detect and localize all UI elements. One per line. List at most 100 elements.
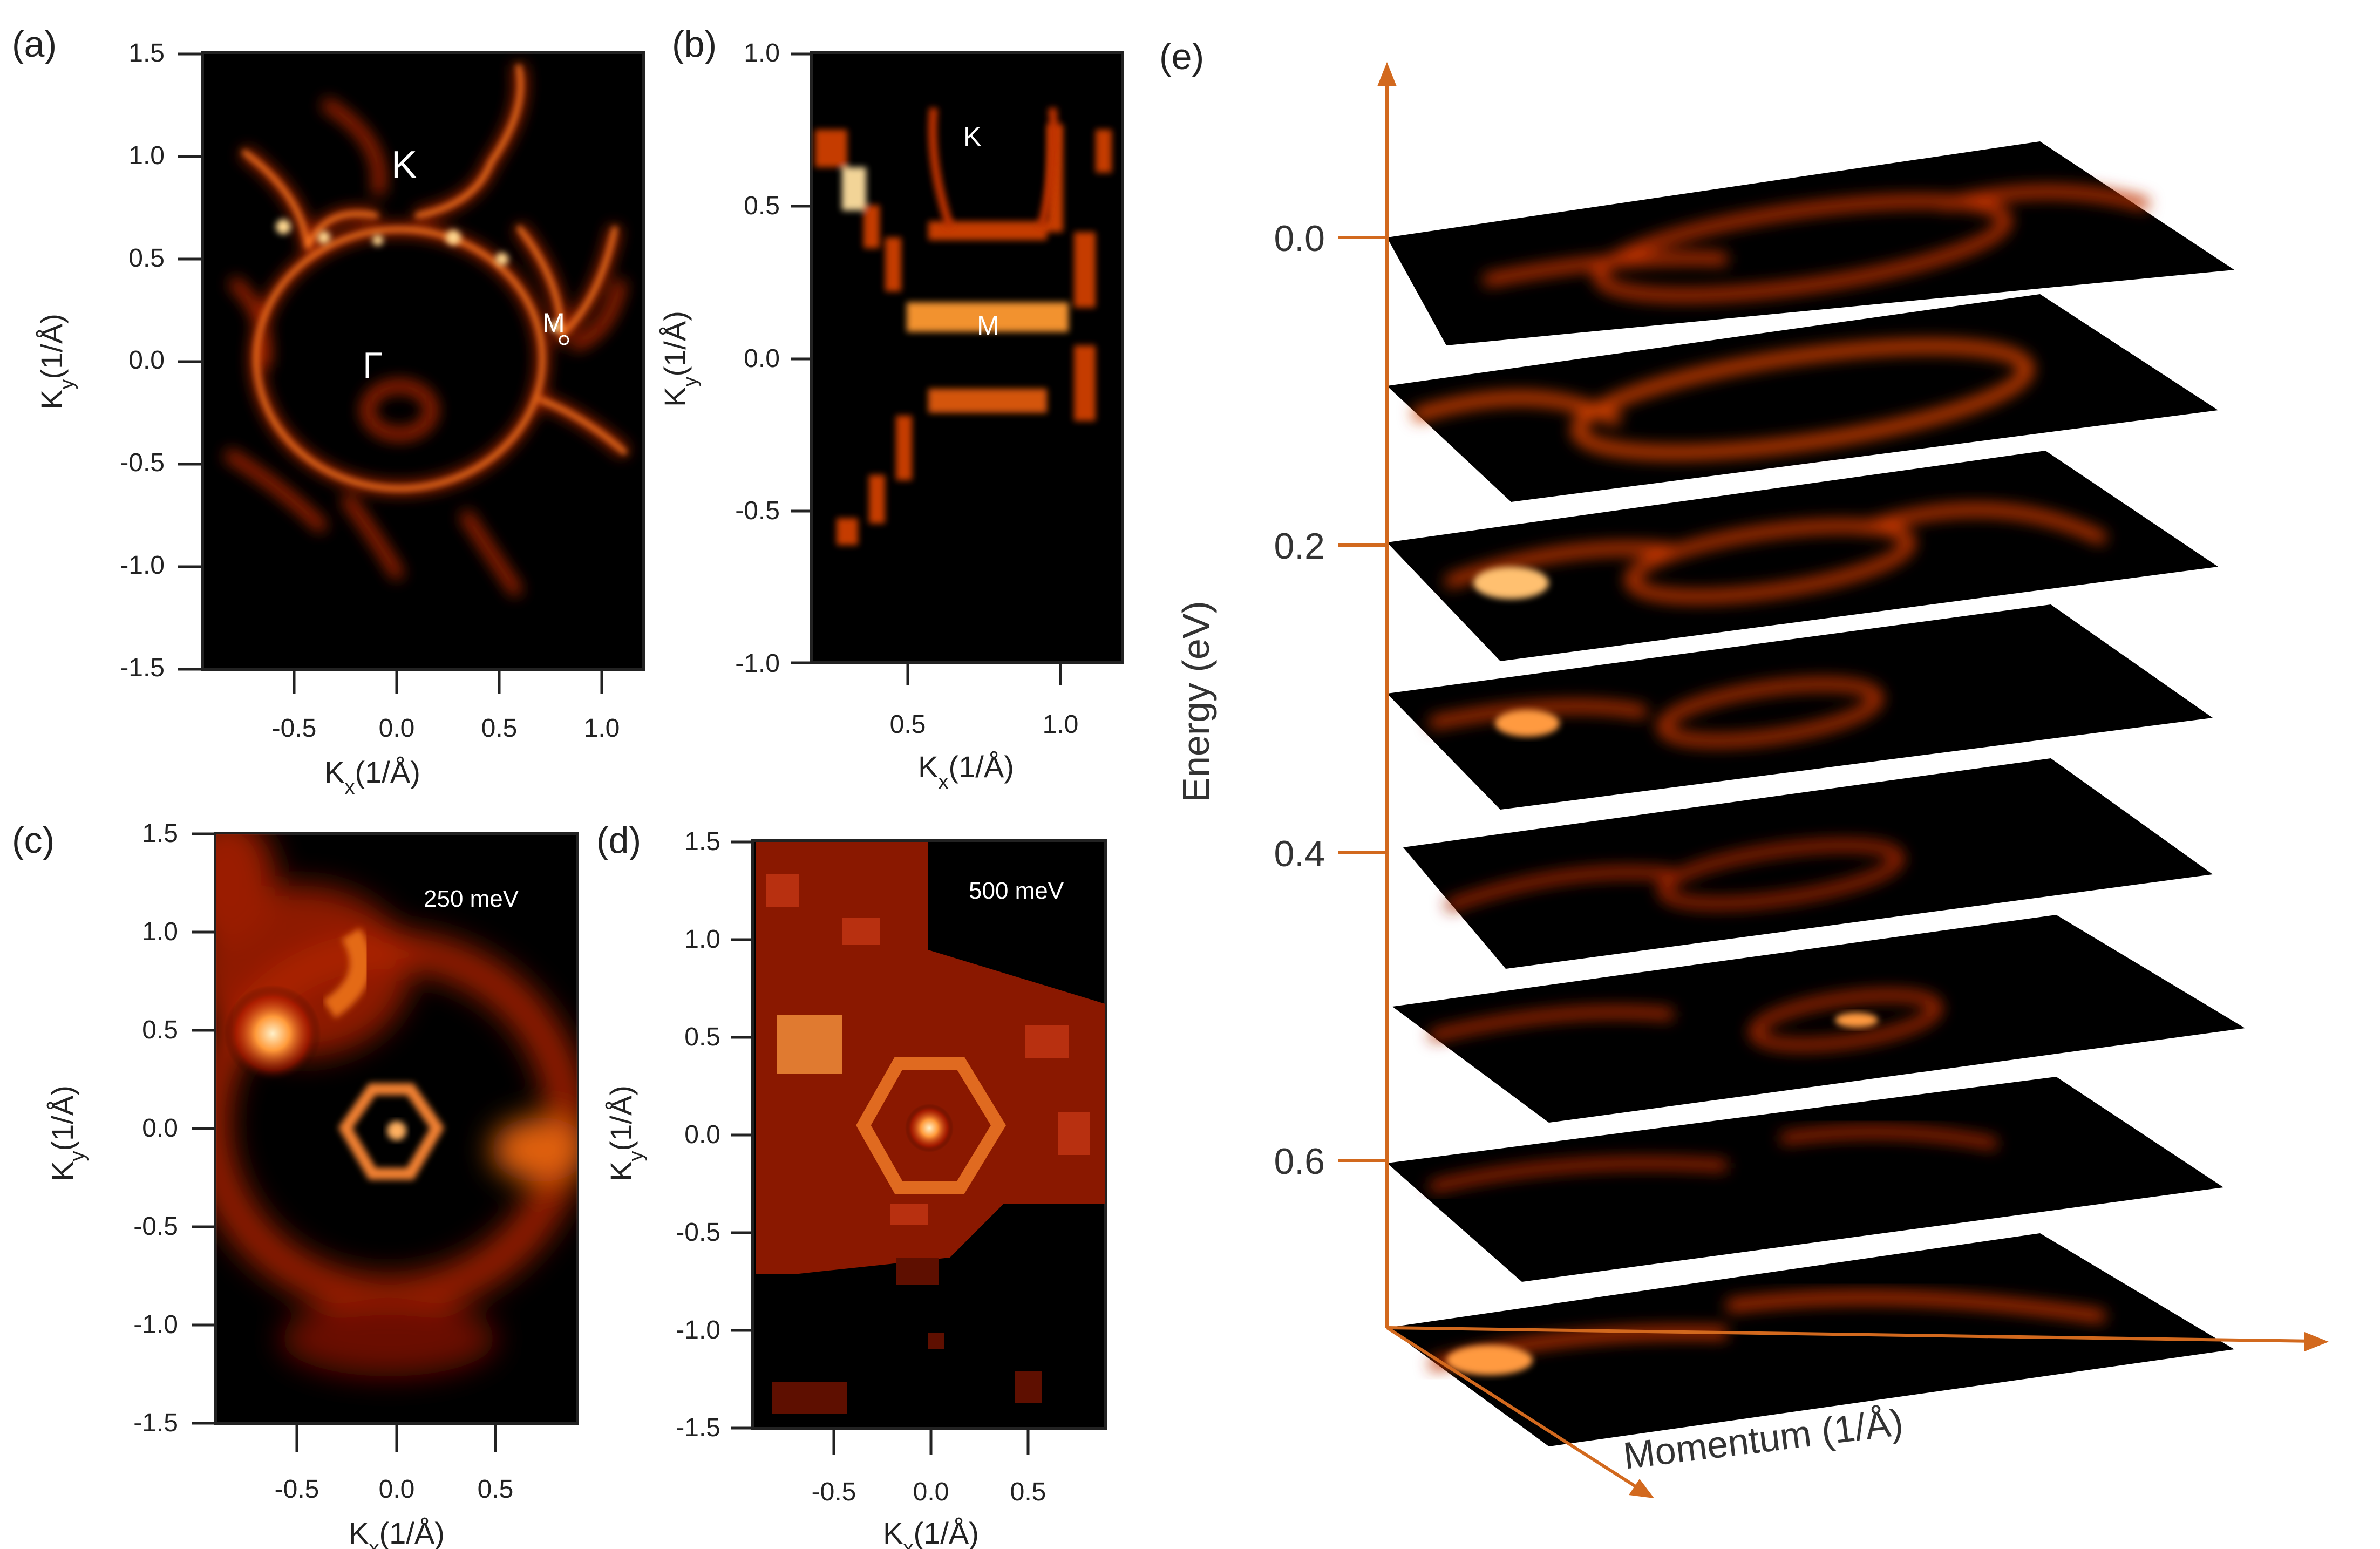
- panel-e-label: (e): [1159, 36, 1204, 77]
- panel-c-ylabel: Ky(1/Å): [45, 1085, 89, 1181]
- panel-b-fermi-surface: [815, 107, 1112, 545]
- panel-a-xtick: 1.0: [584, 714, 620, 743]
- panel-a-label: (a): [12, 24, 57, 65]
- panel-a-xtick: -0.5: [272, 714, 317, 743]
- momentum-axis-arrow-icon: [2304, 1332, 2329, 1351]
- panel-e: (e): [1159, 36, 2329, 1498]
- panel-c-ytick: -0.5: [133, 1212, 178, 1241]
- panel-a-ytick: 1.5: [128, 39, 165, 67]
- momentum-axis: [1386, 1326, 2316, 1343]
- panel-d-center-hotspot: [905, 1104, 954, 1152]
- panel-c-xticklines: [295, 1424, 497, 1452]
- panel-a-point-Gamma: Γ: [363, 345, 383, 386]
- panel-d-hexagon: [856, 1057, 1007, 1194]
- panel-c-ytick: -1.0: [133, 1310, 178, 1339]
- panel-c-ytick: 0.5: [142, 1016, 178, 1044]
- panel-e-arrowheads: [1377, 62, 2329, 1498]
- panel-b-label: (b): [672, 24, 717, 65]
- slice: [1387, 604, 2213, 810]
- panel-a-ytick: 0.0: [128, 346, 165, 375]
- panel-c-xticks: -0.5 0.0 0.5: [275, 1475, 514, 1504]
- panel-d-ytick: 0.0: [684, 1120, 720, 1149]
- panel-a-ytick: -0.5: [120, 449, 165, 477]
- panel-c-cut: [216, 834, 577, 1376]
- slice: [1387, 1077, 2223, 1282]
- panel-b-ytick: -1.0: [735, 649, 780, 678]
- panel-b-ylabel: Ky(1/Å): [658, 311, 702, 407]
- panel-c-ytick: 1.0: [142, 918, 178, 946]
- panel-a-fermi-surface: [223, 63, 630, 597]
- panel-a-xticks: -0.5 0.0 0.5 1.0: [272, 714, 620, 743]
- panel-a-M-marker: [559, 335, 569, 345]
- panel-a-xtick: 0.5: [481, 714, 518, 743]
- panel-a-point-K: K: [391, 144, 417, 187]
- panel-d-energy: 500 meV: [969, 878, 1064, 904]
- panel-c-ytick: 0.0: [142, 1114, 178, 1143]
- panel-d-xtick: 0.5: [1010, 1478, 1046, 1506]
- panel-c-label: (c): [12, 820, 55, 861]
- panel-d-yticks: 1.5 1.0 0.5 0.0 -0.5 -1.0 -1.5: [676, 827, 720, 1442]
- panel-c-hotspot: [224, 985, 321, 1082]
- panel-b-ytick: 1.0: [744, 39, 780, 67]
- panel-d-xtick: -0.5: [812, 1478, 856, 1506]
- panel-c-ytick: 1.5: [142, 819, 178, 848]
- panel-a-xticklines: [293, 669, 603, 694]
- slice: [1387, 451, 2218, 661]
- panel-d-ytick: 1.0: [684, 925, 720, 954]
- panel-d-xtick: 0.0: [913, 1478, 949, 1506]
- panel-b-ytick: -0.5: [735, 497, 780, 525]
- panel-b-yticks: 1.0 0.5 0.0 -0.5 -1.0: [735, 39, 780, 678]
- panel-a-xlabel: Kx(1/Å): [324, 755, 420, 799]
- panel-e-yticks: 0.0 0.2 0.4 0.6: [1274, 218, 1325, 1182]
- slice: [1387, 141, 2234, 345]
- depth-axis: [1386, 1326, 1642, 1491]
- panel-a-yticks: 1.5 1.0 0.5 0.0 -0.5 -1.0 -1.5: [120, 39, 165, 682]
- panel-a-ytick: -1.0: [120, 551, 165, 580]
- slice: [1387, 294, 2218, 502]
- panel-d: (d) 500 meV 1.5 1.0 0.5 0.0 -0.5 -1.0: [596, 820, 1107, 1549]
- panel-c-yticks: 1.5 1.0 0.5 0.0 -0.5 -1.0 -1.5: [133, 819, 178, 1437]
- depth-axis-arrow-icon: [1629, 1479, 1654, 1498]
- panel-b-heatmap: [810, 51, 1124, 664]
- panel-a-heatmap: [201, 51, 645, 671]
- panel-b-xticks: 0.5 1.0: [890, 710, 1079, 739]
- panel-d-ytick: -1.5: [676, 1414, 720, 1442]
- panel-b-xtick: 1.0: [1043, 710, 1079, 739]
- panel-b-ytick: 0.0: [744, 344, 780, 373]
- panel-a-point-M: M: [542, 308, 565, 338]
- panel-d-xticks: -0.5 0.0 0.5: [812, 1478, 1046, 1506]
- panel-a-ylabel: Ky(1/Å): [35, 314, 78, 410]
- panel-e-ytick: 0.0: [1274, 218, 1325, 259]
- panel-c: (c) 250 meV 1.5 1.0 0.5 0.0 -0.5 -1.0 -1…: [12, 819, 579, 1549]
- slice: [1392, 915, 2245, 1123]
- energy-axis-arrow-icon: [1377, 62, 1397, 86]
- panel-d-xticklines: [832, 1429, 1030, 1455]
- panel-c-xtick: -0.5: [275, 1475, 319, 1504]
- panel-a-yticklines: [178, 52, 202, 671]
- panel-c-ytick: -1.5: [133, 1409, 178, 1437]
- panel-c-xtick: 0.0: [379, 1475, 415, 1504]
- panel-a-ytick: -1.5: [120, 654, 165, 682]
- slice: [1403, 758, 2213, 969]
- panel-e-ylabel: Energy (eV): [1175, 601, 1217, 802]
- panel-d-label: (d): [596, 820, 641, 861]
- panel-c-energy: 250 meV: [424, 886, 519, 912]
- panel-c-xtick: 0.5: [478, 1475, 514, 1504]
- panel-b: (b) K: [658, 24, 1124, 793]
- panel-e-axes: [1385, 78, 2316, 1491]
- panel-d-ytick: -1.0: [676, 1316, 720, 1344]
- panel-b-xticklines: [906, 663, 1062, 685]
- panel-b-yticklines: [791, 52, 811, 664]
- panel-e-ytick: 0.6: [1274, 1141, 1325, 1182]
- panel-b-point-K: K: [963, 121, 981, 152]
- panel-d-ytick: 1.5: [684, 827, 720, 856]
- panel-e-slices: [1387, 141, 2245, 1446]
- panel-d-ytick: -0.5: [676, 1218, 720, 1247]
- panel-e-ytick: 0.4: [1274, 833, 1325, 874]
- panel-e-yticklines: [1338, 236, 1387, 1162]
- panel-d-xlabel: Kx(1/Å): [883, 1516, 979, 1549]
- panel-c-hexagon: [338, 1083, 445, 1180]
- panel-d-ytick: 0.5: [684, 1023, 720, 1051]
- panel-c-xlabel: Kx(1/Å): [349, 1516, 445, 1549]
